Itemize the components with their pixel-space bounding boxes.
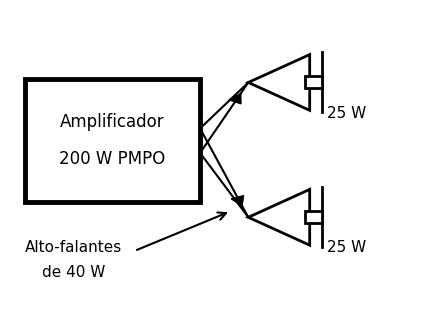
Polygon shape [248,189,309,245]
Bar [305,76,322,89]
Text: 200 W PMPO: 200 W PMPO [59,150,166,168]
Text: Amplificador: Amplificador [60,113,165,131]
Bar [305,211,322,223]
Polygon shape [229,94,241,104]
Text: 25 W: 25 W [327,105,366,121]
Text: de 40 W: de 40 W [42,265,106,280]
Text: Alto-falantes: Alto-falantes [25,241,122,256]
Bar [25,79,200,202]
Polygon shape [248,55,309,110]
Polygon shape [231,196,244,206]
Text: 25 W: 25 W [327,241,366,256]
